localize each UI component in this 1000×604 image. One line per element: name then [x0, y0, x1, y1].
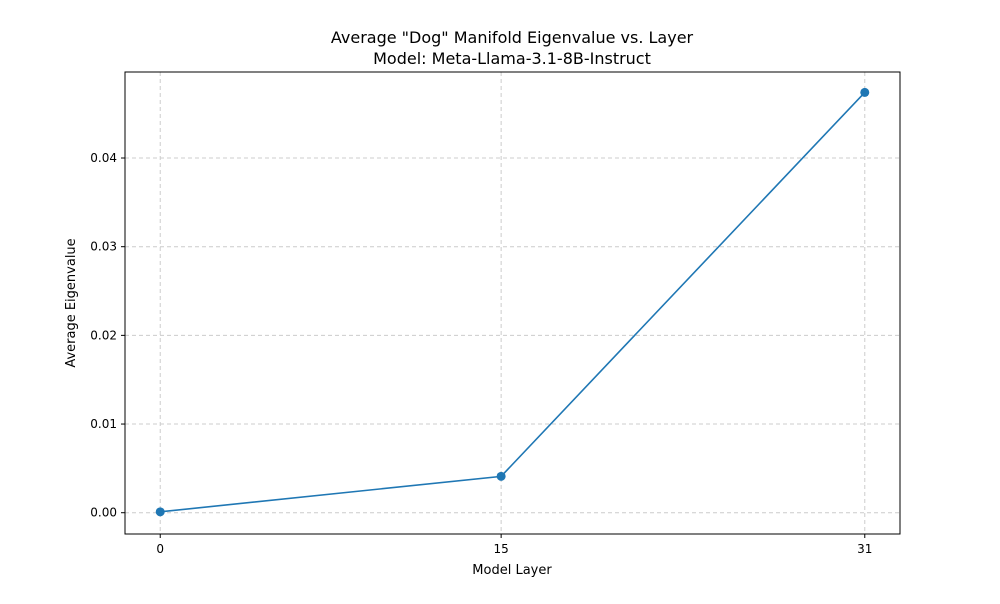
y-axis-label: Average Eigenvalue [64, 238, 79, 367]
series-line [160, 91, 866, 513]
data-point [496, 471, 506, 481]
x-tick-label: 15 [493, 542, 508, 556]
data-point [860, 87, 870, 97]
x-tick-label: 31 [857, 542, 872, 556]
x-axis-label: Model Layer [472, 563, 552, 578]
y-tick-label: 0.02 [90, 328, 117, 342]
y-tick-label: 0.00 [90, 506, 117, 520]
series-layer [155, 87, 870, 517]
grid-lines [125, 72, 900, 534]
chart-subtitle: Model: Meta-Llama-3.1-8B-Instruct [373, 49, 651, 68]
chart-title: Average "Dog" Manifold Eigenvalue vs. La… [331, 28, 694, 47]
y-tick-label: 0.04 [90, 151, 117, 165]
axis-ticks: 0 15 31 0.00 0.01 0.02 0.03 0.04 [90, 151, 872, 556]
y-tick-label: 0.01 [90, 417, 117, 431]
x-tick-label: 0 [156, 542, 164, 556]
data-point [155, 507, 165, 517]
plot-frame [124, 71, 901, 535]
y-tick-label: 0.03 [90, 240, 117, 254]
